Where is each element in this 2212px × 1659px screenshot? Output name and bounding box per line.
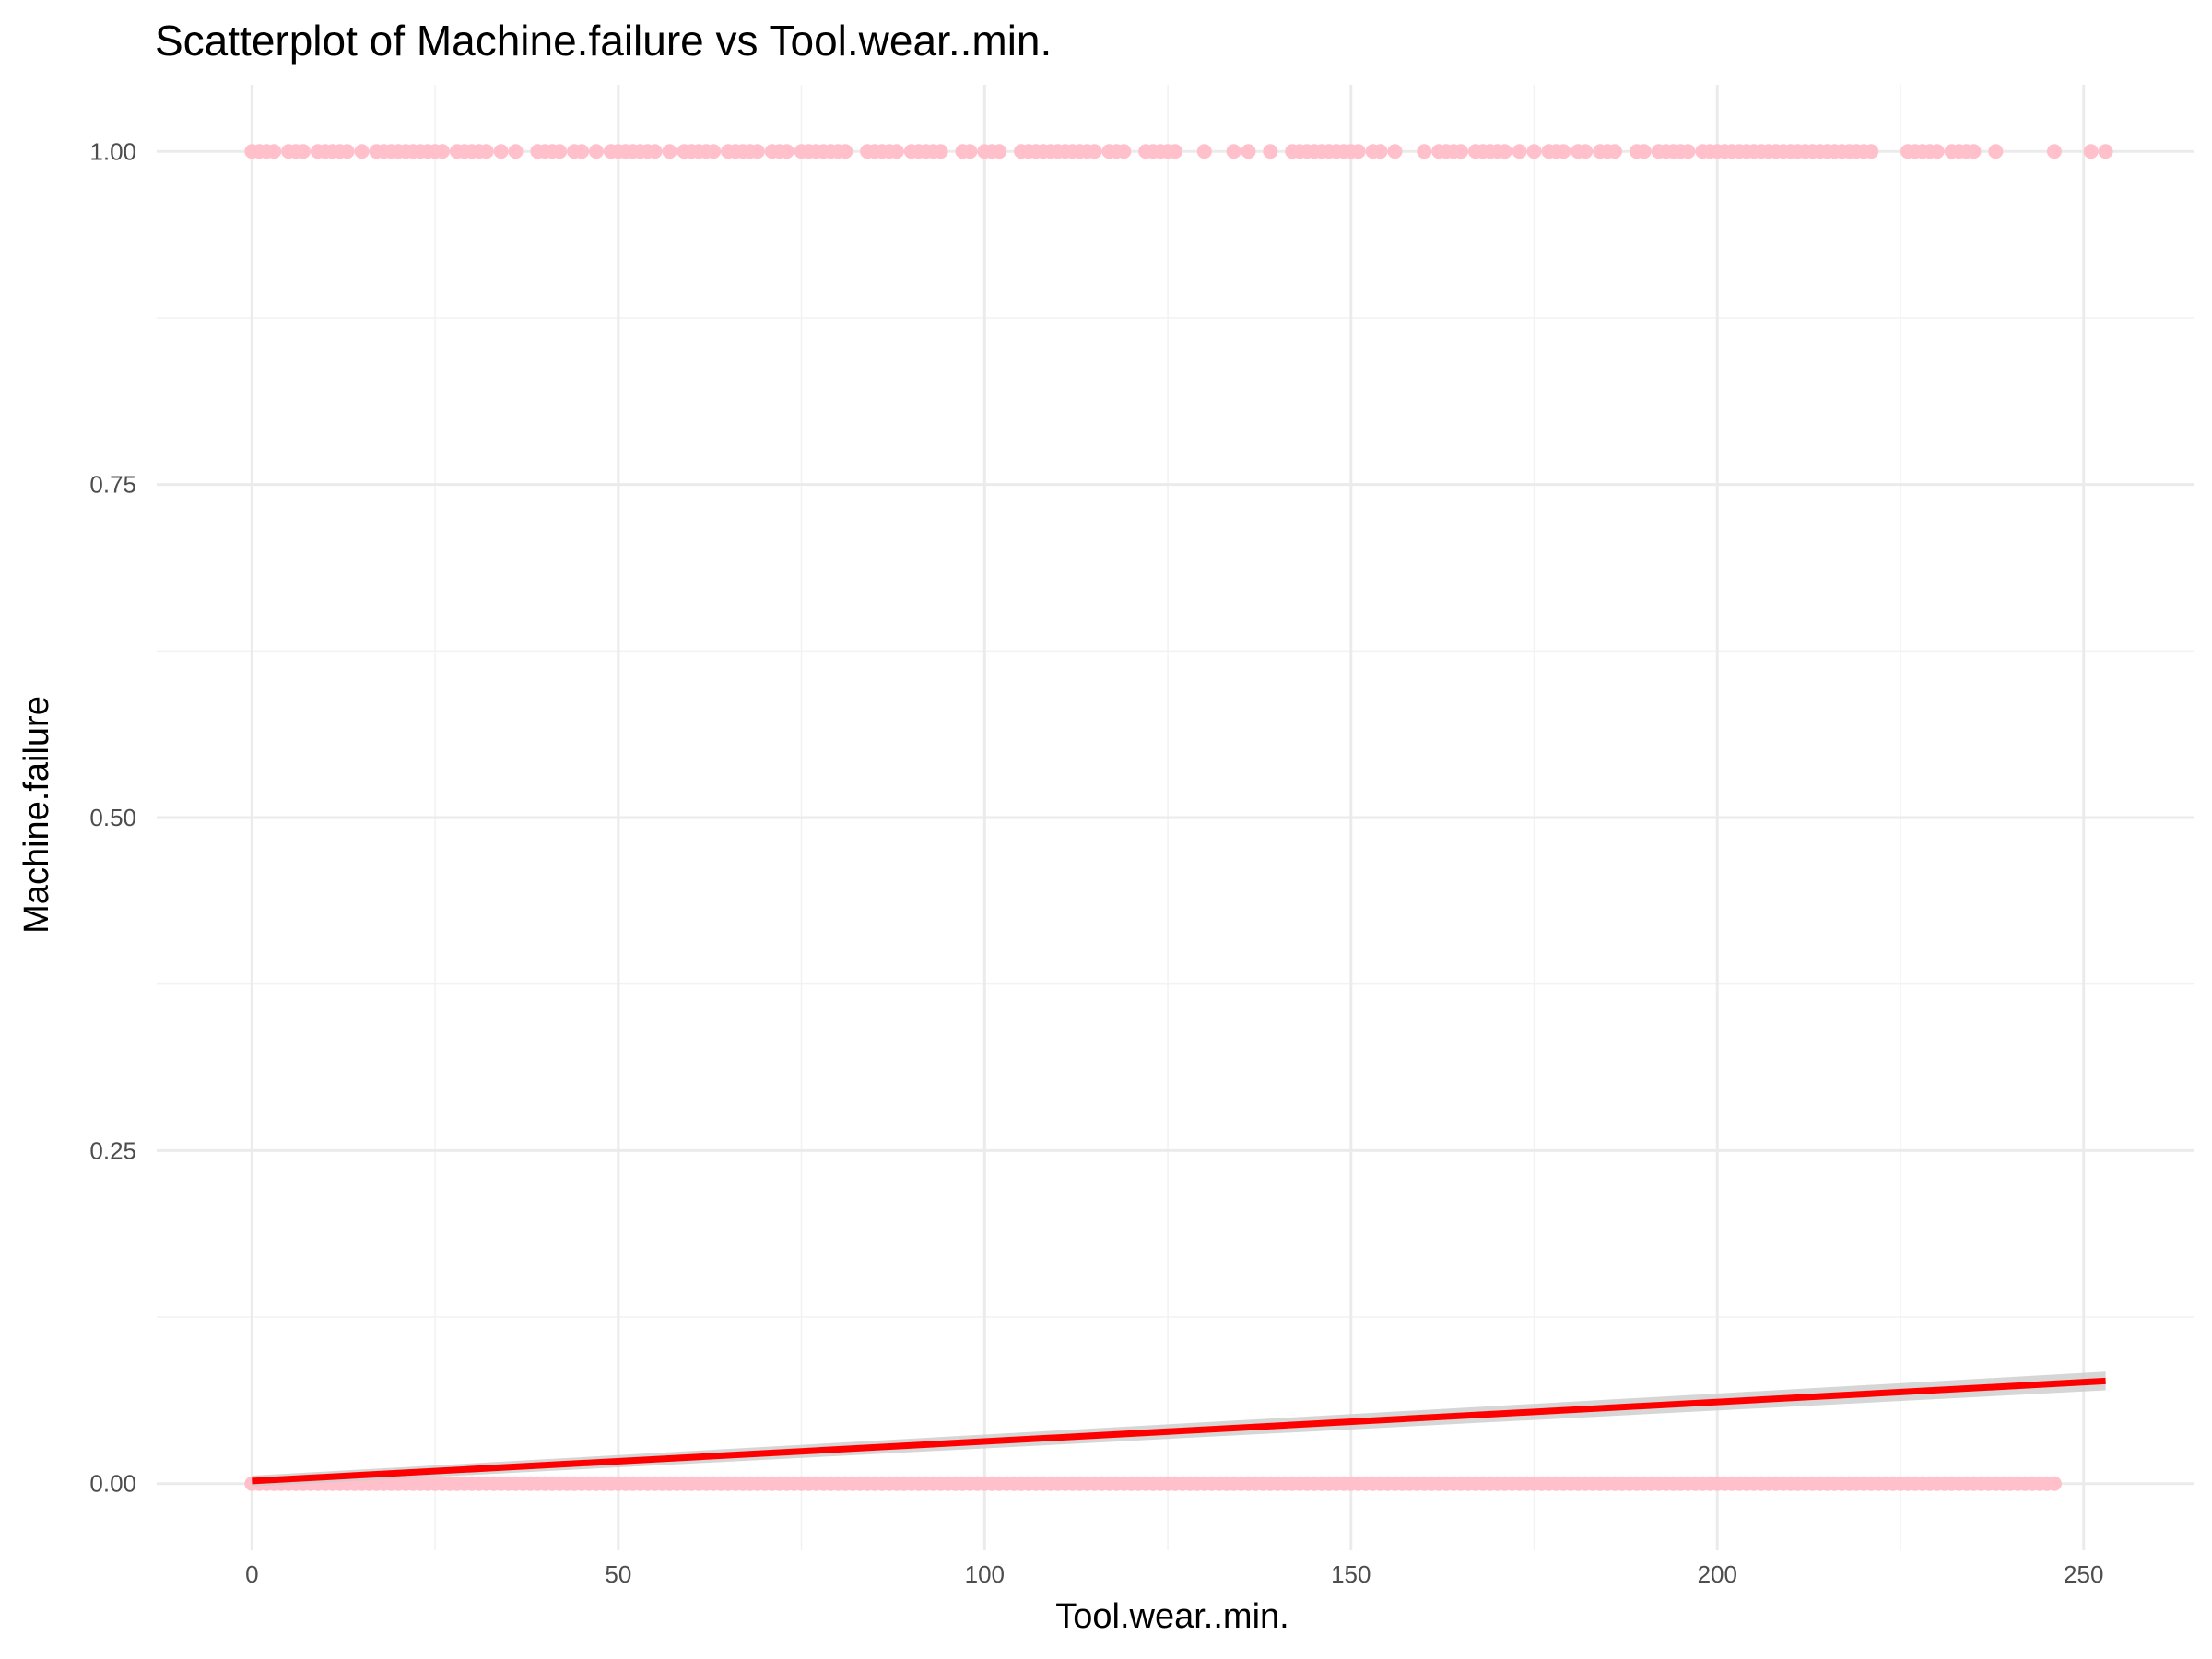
chart-title: Scatterplot of Machine.failure vs Tool.w… xyxy=(155,17,1052,65)
data-point xyxy=(295,144,311,159)
x-tick-label: 50 xyxy=(605,1560,631,1588)
data-point xyxy=(1497,144,1512,159)
data-point xyxy=(1966,144,1982,159)
data-point xyxy=(493,144,509,159)
data-point xyxy=(552,144,568,159)
y-tick-label: 0.50 xyxy=(89,804,136,831)
data-point xyxy=(647,144,663,159)
data-point xyxy=(1556,144,1571,159)
x-tick-label: 100 xyxy=(965,1560,1005,1588)
points-failure-1 xyxy=(244,144,2113,159)
data-point xyxy=(2046,144,2062,159)
data-point xyxy=(2098,144,2113,159)
y-tick-label: 0.00 xyxy=(89,1470,136,1498)
data-point xyxy=(749,144,765,159)
trend-line xyxy=(252,1377,2106,1485)
y-axis-tick-labels: 0.00 0.25 0.50 0.75 1.00 xyxy=(89,137,136,1497)
data-point xyxy=(1226,144,1241,159)
x-tick-label: 0 xyxy=(245,1560,258,1588)
data-point xyxy=(662,144,677,159)
data-point xyxy=(1526,144,1542,159)
data-point xyxy=(1196,144,1212,159)
data-point xyxy=(706,144,722,159)
data-point xyxy=(2046,1476,2062,1491)
major-gridlines xyxy=(157,85,2194,1550)
points-failure-0 xyxy=(244,1476,2062,1491)
data-point xyxy=(1116,144,1132,159)
x-axis-tick-labels: 0 50 100 150 200 250 xyxy=(245,1560,2103,1588)
data-point xyxy=(1512,144,1527,159)
data-point xyxy=(1453,144,1469,159)
y-tick-label: 1.00 xyxy=(89,137,136,165)
data-point xyxy=(266,144,282,159)
data-point xyxy=(1350,144,1366,159)
data-point xyxy=(1988,144,2004,159)
data-point xyxy=(1636,144,1652,159)
data-point xyxy=(1417,144,1432,159)
data-point xyxy=(1087,144,1102,159)
data-point xyxy=(1168,144,1182,159)
data-point xyxy=(838,144,853,159)
data-point xyxy=(1680,144,1696,159)
data-point xyxy=(962,144,978,159)
x-tick-label: 150 xyxy=(1331,1560,1371,1588)
data-point xyxy=(2083,144,2099,159)
data-point xyxy=(888,144,904,159)
data-point xyxy=(508,144,524,159)
data-point xyxy=(1372,144,1388,159)
x-tick-label: 200 xyxy=(1698,1560,1737,1588)
data-point xyxy=(933,144,948,159)
y-tick-label: 0.75 xyxy=(89,471,136,499)
data-point xyxy=(1241,144,1256,159)
y-tick-label: 0.25 xyxy=(89,1136,136,1164)
data-point xyxy=(1387,144,1403,159)
data-point xyxy=(435,144,451,159)
x-tick-label: 250 xyxy=(2064,1560,2103,1588)
data-point xyxy=(1263,144,1278,159)
x-axis-title: Tool.wear..min. xyxy=(1055,1597,1288,1636)
data-point xyxy=(992,144,1007,159)
data-point xyxy=(574,144,590,159)
data-point xyxy=(1929,144,1945,159)
data-point xyxy=(1606,144,1622,159)
data-point xyxy=(339,144,355,159)
data-point xyxy=(1578,144,1594,159)
data-point xyxy=(1864,144,1879,159)
data-point xyxy=(354,144,370,159)
data-point xyxy=(588,144,604,159)
data-point xyxy=(478,144,494,159)
y-axis-title: Machine.failure xyxy=(18,696,56,934)
trend-line-group xyxy=(252,1371,2106,1487)
data-point xyxy=(779,144,794,159)
